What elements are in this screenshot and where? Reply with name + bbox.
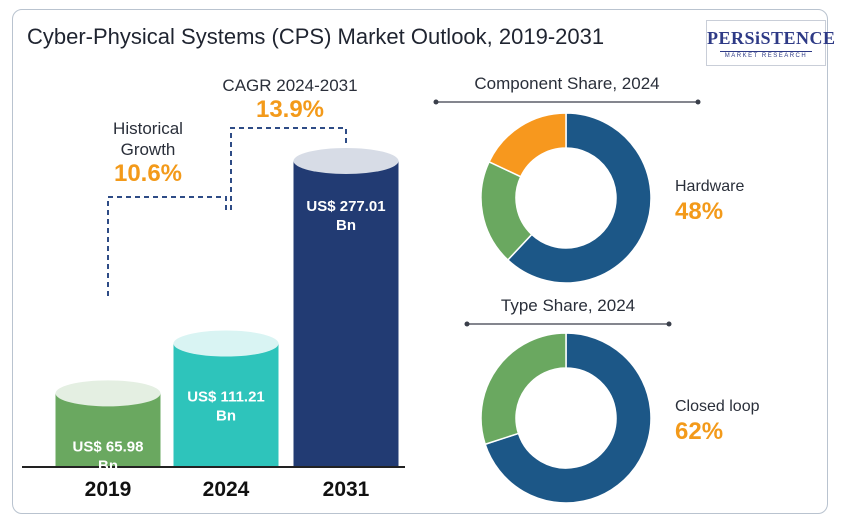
type-donut	[480, 332, 652, 504]
historical-label-line1: Historical	[113, 119, 183, 138]
bar-value-unit: Bn	[216, 408, 236, 425]
donut2-slice-dark	[484, 332, 652, 504]
rule-dot	[433, 99, 439, 105]
logo-subtitle: MARKET RESEARCH	[720, 51, 812, 59]
component-donut	[480, 112, 652, 284]
bar-cap-2031	[293, 148, 399, 174]
historical-growth-value: 10.6%	[113, 160, 183, 187]
cagr-connector	[230, 127, 347, 210]
rule-dot	[695, 99, 701, 105]
historical-label-line2: Growth	[120, 140, 176, 159]
donut1-slice-dark	[506, 112, 652, 284]
closed-loop-highlight: Closed loop 62%	[675, 398, 760, 446]
x-tick-label-2024: 2024	[203, 478, 250, 501]
bar-2024	[173, 343, 279, 466]
component-share-title: Component Share, 2024	[474, 74, 660, 93]
bar-value-label: US$ 277.01	[306, 198, 385, 215]
donut1-slice-orange	[488, 112, 567, 178]
bar-cap-2024	[173, 330, 279, 357]
bar-value-label: US$ 111.21	[187, 389, 265, 406]
donut2-slice-green	[480, 332, 567, 446]
chart-title: Cyber-Physical Systems (CPS) Market Outl…	[27, 24, 605, 49]
persistence-logo: PERSiSTENCE MARKET RESEARCH	[706, 20, 836, 66]
hardware-highlight: Hardware 48%	[675, 178, 744, 226]
x-tick-label-2019: 2019	[85, 478, 132, 501]
bar-value-unit: Bn	[336, 217, 356, 234]
bar-2031	[293, 161, 399, 466]
x-tick-label-2031: 2031	[323, 478, 370, 501]
historical-growth-annotation: Historical Growth 10.6%	[88, 118, 208, 188]
historical-growth-connector	[107, 196, 227, 296]
rule-dot	[666, 321, 672, 327]
bar-value-label: US$ 65.98	[73, 438, 144, 455]
cagr-label: CAGR 2024-2031	[222, 76, 358, 95]
closed-loop-value: 62%	[675, 418, 724, 445]
bar-value-unit: Bn	[98, 457, 118, 474]
rule-dot	[464, 321, 470, 327]
closed-loop-label: Closed loop	[675, 398, 760, 415]
cagr-value: 13.9%	[255, 96, 325, 123]
type-share-title: Type Share, 2024	[500, 296, 636, 315]
bar-cap-2019	[55, 380, 161, 407]
hardware-label: Hardware	[675, 178, 745, 195]
bar-group: US$ 65.98 Bn 2019 US$ 111.21 Bn 2024 US$ 277.0…	[55, 148, 399, 501]
cagr-annotation: CAGR 2024-2031 13.9%	[200, 75, 380, 124]
hardware-value: 48%	[675, 198, 724, 225]
logo-name: PERSiSTENCE	[707, 28, 836, 48]
